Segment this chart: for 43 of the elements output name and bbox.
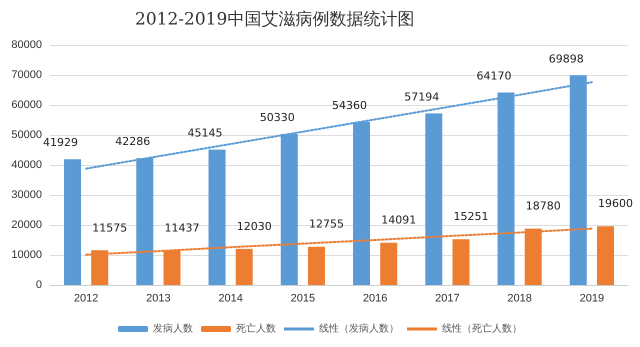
bar [452,239,470,285]
x-tick-label: 2015 [290,292,316,304]
y-tick-label: 40000 [11,159,42,171]
y-tick-label: 80000 [11,39,42,51]
legend-label: 死亡人数 [236,322,276,334]
data-label: 45145 [188,126,223,140]
y-tick-label: 60000 [11,99,42,111]
data-label: 15251 [453,210,488,224]
x-tick-label: 2012 [74,292,98,304]
data-label: 42286 [115,135,150,148]
y-tick-label: 70000 [11,69,42,81]
x-tick-label: 2014 [218,292,243,304]
data-label: 14091 [381,214,416,227]
x-tick-label: 2013 [146,292,171,304]
data-label: 18780 [526,200,561,213]
bar [596,226,614,285]
x-tick-label: 2017 [435,292,460,304]
y-tick-label: 10000 [11,249,42,261]
x-tick-label: 2019 [580,292,604,304]
y-tick-label: 30000 [11,189,42,201]
data-label: 11437 [164,222,200,235]
y-tick-label: 0 [36,279,42,291]
x-tick-label: 2016 [362,292,388,304]
data-label: 19600 [598,197,633,210]
data-label: 69898 [548,52,584,66]
x-tick-label: 2018 [507,292,532,304]
data-label: 12030 [236,220,272,233]
legend-label: 发病人数 [153,322,193,334]
data-label: 57194 [404,90,440,104]
chart-title: 2012-2019中国艾滋病例数据统计图 [135,10,414,30]
data-label: 11575 [92,221,128,234]
data-label: 12755 [308,218,344,231]
legend-label: 线性（发病人数） [319,322,399,334]
bar [380,242,398,285]
legend-label: 线性（死亡人数） [442,322,522,334]
data-label: 64170 [476,69,512,82]
data-label: 50330 [260,111,295,124]
bar [64,159,82,285]
data-label: 41929 [43,136,78,150]
bar [308,246,325,285]
data-label: 54360 [332,98,368,112]
y-tick-label: 50000 [11,129,42,141]
y-tick-label: 20000 [11,219,42,231]
